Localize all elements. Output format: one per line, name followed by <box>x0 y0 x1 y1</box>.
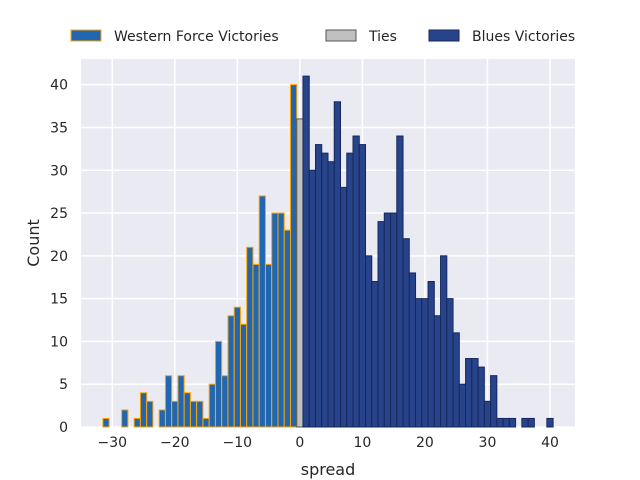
legend-label: Blues Victories <box>472 29 575 45</box>
x-tick-label: −30 <box>97 435 127 451</box>
histogram-bar <box>171 400 179 428</box>
histogram-bar <box>314 144 323 428</box>
histogram-bar <box>333 101 342 428</box>
histogram-bar <box>415 298 423 428</box>
histogram-bar <box>496 417 504 428</box>
histogram-bar <box>371 281 379 428</box>
histogram-bar <box>358 144 367 428</box>
histogram-bar <box>365 255 373 428</box>
x-tick-label: 0 <box>295 435 304 451</box>
histogram-bar <box>158 409 166 428</box>
legend-label: Western Force Victories <box>114 29 279 45</box>
histogram-bar <box>164 375 173 428</box>
legend-swatch <box>325 29 357 42</box>
y-tick-label: 25 <box>50 206 68 222</box>
histogram-bar <box>208 383 216 428</box>
legend-label: Ties <box>368 29 397 45</box>
histogram-bar <box>308 169 316 428</box>
x-tick-label: 40 <box>541 435 559 451</box>
y-tick-label: 5 <box>59 377 68 393</box>
histogram-bar <box>452 332 460 428</box>
histogram-bar <box>289 84 298 428</box>
histogram-bar <box>408 272 417 428</box>
histogram-bar <box>277 212 285 428</box>
histogram-bar <box>458 383 467 428</box>
x-axis-label: spread <box>301 460 356 479</box>
histogram-bar <box>139 392 148 428</box>
histogram-bar <box>121 409 129 428</box>
histogram-bar <box>446 298 454 428</box>
histogram-bar <box>233 306 241 428</box>
histogram-bar <box>346 152 354 428</box>
histogram-bar <box>283 229 291 428</box>
histogram-bar <box>252 263 260 428</box>
y-tick-label: 35 <box>50 120 68 136</box>
y-tick-label: 30 <box>50 163 68 179</box>
histogram-bar <box>202 417 210 428</box>
histogram-bar <box>490 375 498 428</box>
histogram-bar <box>352 135 360 428</box>
histogram-bar <box>327 161 335 428</box>
histogram-bar <box>264 263 273 428</box>
histogram-bar <box>196 400 204 428</box>
histogram-bar <box>502 417 510 428</box>
histogram-bar <box>421 298 429 428</box>
histogram-bar <box>483 400 492 428</box>
histogram-bar <box>402 238 410 428</box>
histogram-bar <box>146 400 154 428</box>
histogram-bar <box>427 281 435 428</box>
x-tick-label: −10 <box>223 435 253 451</box>
histogram-bar <box>433 315 442 428</box>
y-tick-label: 20 <box>50 249 68 265</box>
histogram-bar <box>214 340 223 428</box>
histogram-bar <box>471 358 479 428</box>
histogram-bar <box>390 212 398 428</box>
x-tick-label: 20 <box>416 435 434 451</box>
histogram-bar <box>296 118 304 428</box>
legend-swatch <box>428 29 460 42</box>
histogram-bar <box>271 212 279 428</box>
histogram-bar <box>396 135 404 428</box>
histogram-bar <box>440 255 448 428</box>
histogram-bar <box>258 195 266 428</box>
histogram-bar <box>133 417 141 428</box>
histogram-bar <box>527 417 535 428</box>
histogram-bar <box>383 212 392 428</box>
histogram-bar <box>521 417 529 428</box>
histogram-bar <box>102 417 110 428</box>
histogram-bar <box>221 375 229 428</box>
histogram-bar <box>340 186 348 428</box>
histogram-bar <box>546 417 554 428</box>
y-tick-label: 15 <box>50 292 68 308</box>
legend-swatch <box>70 29 102 42</box>
histogram-bar <box>321 152 329 428</box>
histogram-bar <box>189 400 198 428</box>
y-tick-label: 40 <box>50 78 68 94</box>
legend: Western Force Victories Ties Blues Victori… <box>70 29 575 45</box>
histogram-bar <box>246 246 254 428</box>
bars <box>102 75 554 428</box>
histogram-bar <box>477 366 485 428</box>
histogram-bar <box>302 75 310 428</box>
x-tick-label: 10 <box>353 435 371 451</box>
histogram-bar <box>239 323 248 428</box>
x-tick-label: −20 <box>160 435 190 451</box>
y-axis-label: Count <box>24 219 43 267</box>
histogram-bar <box>227 315 235 428</box>
histogram-bar <box>465 358 473 428</box>
histogram-bar <box>508 417 517 428</box>
y-tick-label: 0 <box>59 420 68 436</box>
x-ticks: −30 −20 −10 0 10 20 30 40 <box>97 435 558 451</box>
histogram-bar <box>177 375 185 428</box>
y-ticks: 0 5 10 15 20 25 30 35 40 <box>50 78 68 436</box>
histogram-bar <box>377 221 385 428</box>
histogram-bar <box>183 392 191 428</box>
y-tick-label: 10 <box>50 334 68 350</box>
x-tick-label: 30 <box>479 435 497 451</box>
